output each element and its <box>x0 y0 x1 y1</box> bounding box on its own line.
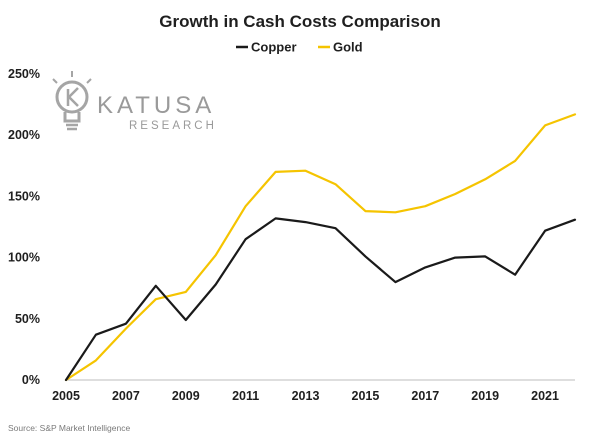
watermark-brand: KATUSA <box>97 92 215 119</box>
x-tick-label: 2013 <box>292 389 320 403</box>
x-tick-label: 2017 <box>411 389 439 403</box>
lightbulb-k-icon <box>52 71 92 131</box>
legend-label-copper: Copper <box>251 40 297 55</box>
x-tick-label: 2005 <box>52 389 80 403</box>
legend-label-gold: Gold <box>333 40 363 55</box>
x-tick-label: 2007 <box>112 389 140 403</box>
legend: Copper Gold <box>236 40 363 55</box>
y-tick-label: 150% <box>8 189 40 203</box>
series-line-gold <box>64 113 577 382</box>
watermark-sub: RESEARCH <box>129 120 217 132</box>
series-line-copper <box>64 217 577 382</box>
x-tick-label: 2021 <box>531 389 559 403</box>
source-note: Source: S&P Market Intelligence <box>8 423 130 433</box>
chart-title: Growth in Cash Costs Comparison <box>159 12 440 31</box>
x-tick-label: 2009 <box>172 389 200 403</box>
y-axis: 0% 50% 100% 150% 200% 250% <box>8 67 40 387</box>
y-tick-label: 0% <box>22 373 40 387</box>
series-lines <box>64 113 577 382</box>
x-tick-label: 2015 <box>352 389 380 403</box>
y-tick-label: 50% <box>15 312 40 326</box>
y-tick-label: 200% <box>8 128 40 142</box>
y-tick-label: 250% <box>8 67 40 81</box>
watermark-logo: KATUSA RESEARCH <box>52 71 217 132</box>
x-axis: 2005 2007 2009 2011 2013 2015 2017 2019 2021 <box>52 389 559 403</box>
x-tick-label: 2019 <box>471 389 499 403</box>
x-tick-label: 2011 <box>232 389 259 403</box>
y-tick-label: 100% <box>8 251 40 265</box>
